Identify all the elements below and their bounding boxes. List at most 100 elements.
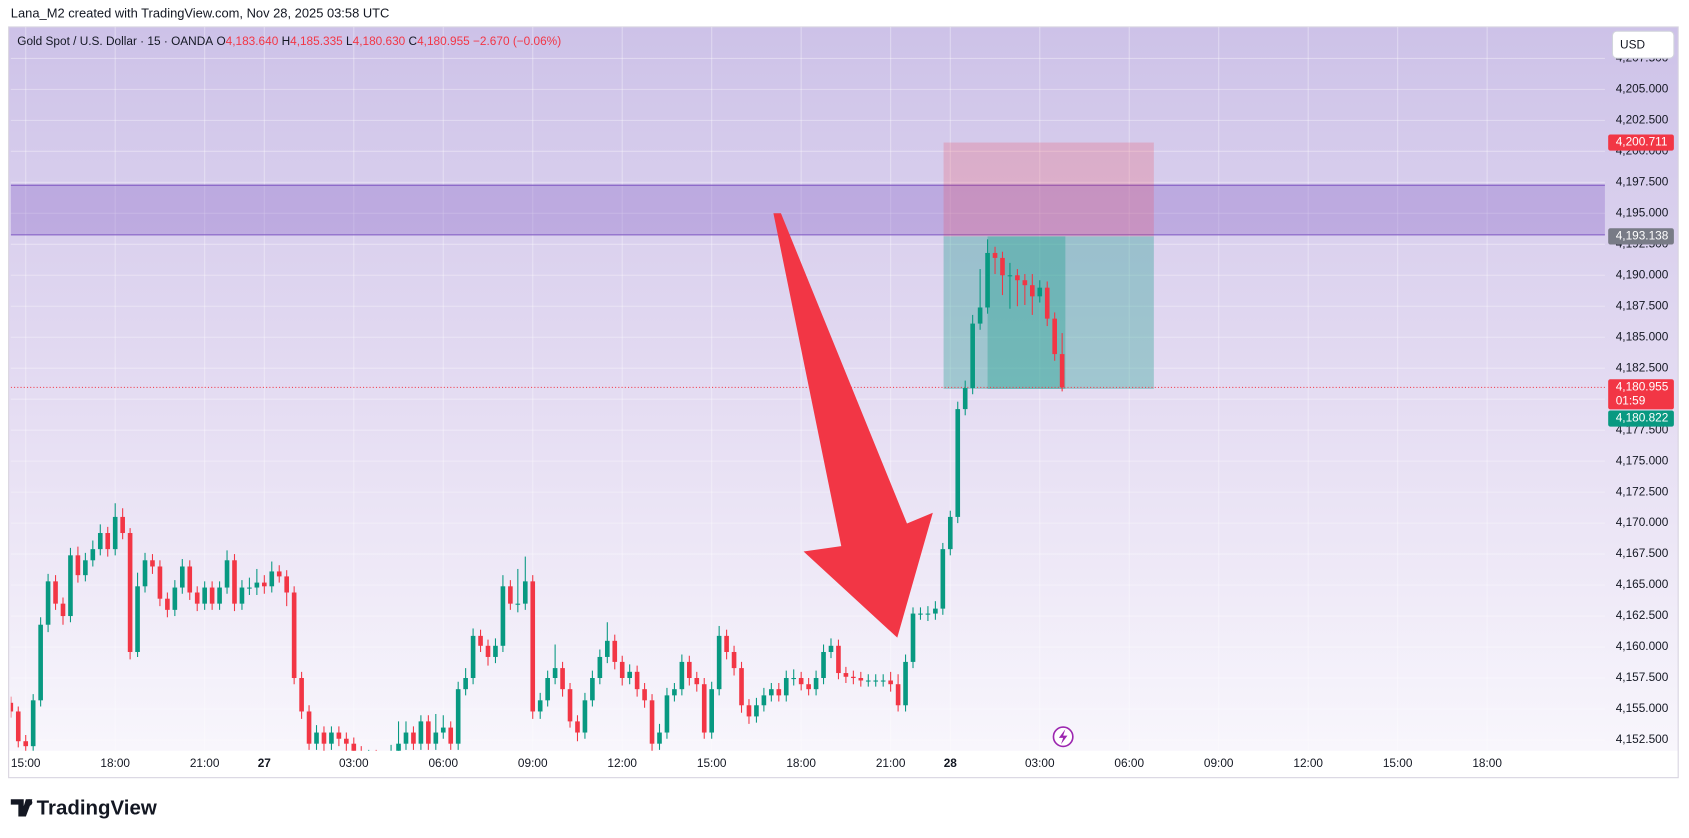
candle-body bbox=[843, 673, 849, 677]
open-value: 4,183.640 bbox=[226, 34, 279, 48]
candle-body bbox=[955, 409, 961, 517]
candle-body bbox=[552, 668, 558, 679]
candle-body bbox=[485, 645, 491, 657]
y-tick-label: 4,197.500 bbox=[1616, 174, 1669, 188]
candle-body bbox=[858, 678, 864, 681]
candle-body bbox=[440, 727, 446, 733]
candle-body bbox=[940, 549, 946, 609]
candle-body bbox=[232, 560, 237, 604]
candle-body bbox=[276, 571, 282, 577]
x-tick-label: 18:00 bbox=[100, 756, 130, 770]
x-tick-label: 12:00 bbox=[607, 756, 637, 770]
candle-body bbox=[567, 689, 573, 722]
candle-body bbox=[754, 705, 759, 717]
candle-body bbox=[1037, 287, 1043, 297]
candle-body bbox=[925, 613, 931, 615]
candle-body bbox=[604, 640, 610, 657]
price-badge-label: 4,200.711 bbox=[1616, 135, 1668, 149]
currency-button[interactable] bbox=[1611, 30, 1675, 59]
candle-body bbox=[1000, 257, 1005, 276]
candle-body bbox=[1044, 287, 1050, 319]
candle-body bbox=[739, 668, 744, 706]
y-tick-label: 4,172.500 bbox=[1616, 484, 1669, 498]
candle-body bbox=[254, 582, 260, 588]
candle-body bbox=[1052, 318, 1057, 355]
candle-body bbox=[1029, 285, 1035, 297]
candle-body bbox=[448, 727, 454, 744]
x-tick-label: 27 bbox=[258, 756, 272, 770]
candle-body bbox=[135, 586, 140, 652]
candle-body bbox=[664, 695, 670, 733]
candle-body bbox=[1022, 280, 1028, 286]
x-tick-label: 15:00 bbox=[697, 756, 727, 770]
y-tick-label: 4,195.000 bbox=[1616, 205, 1669, 219]
candle-body bbox=[933, 608, 938, 614]
logo: TradingView bbox=[10, 796, 157, 819]
candle-body bbox=[627, 671, 632, 679]
candle-body bbox=[68, 555, 73, 617]
x-tick-label: 06:00 bbox=[1114, 756, 1144, 770]
low-label: L bbox=[346, 34, 353, 48]
candle-body bbox=[157, 566, 163, 599]
candle-body bbox=[202, 587, 207, 604]
y-tick-label: 4,157.500 bbox=[1616, 670, 1669, 684]
candle-body bbox=[10, 702, 14, 712]
candle-body bbox=[947, 516, 953, 550]
credit: Lana_M2 created with TradingView.com, No… bbox=[11, 5, 390, 20]
currency: USD bbox=[1620, 37, 1645, 51]
candle-body bbox=[30, 700, 36, 747]
candle-body bbox=[45, 581, 51, 625]
candle-body bbox=[560, 668, 565, 690]
candle-body bbox=[112, 516, 118, 550]
candle-body bbox=[269, 571, 275, 587]
candle-body bbox=[977, 307, 983, 324]
candle-body bbox=[411, 732, 416, 744]
candle-body bbox=[522, 581, 528, 604]
stop-area bbox=[943, 142, 1154, 237]
candle-body bbox=[165, 598, 170, 610]
x-tick-label: 03:00 bbox=[1025, 756, 1055, 770]
candle-body bbox=[127, 533, 133, 652]
candle-body bbox=[836, 645, 841, 674]
candle-body bbox=[493, 645, 498, 657]
candle-body bbox=[545, 678, 550, 701]
candle-body bbox=[23, 741, 29, 747]
candle-body bbox=[403, 732, 409, 744]
y-tick-label: 4,187.500 bbox=[1616, 298, 1669, 312]
candle-body bbox=[291, 592, 297, 679]
candle-body bbox=[500, 586, 506, 646]
candle-body bbox=[530, 581, 536, 712]
lightning-icon bbox=[1052, 726, 1074, 748]
candle-body bbox=[120, 516, 125, 534]
candle-body bbox=[209, 587, 215, 604]
candle-body bbox=[694, 678, 700, 685]
countdown: 01:59 bbox=[1616, 393, 1646, 407]
candle-body bbox=[187, 566, 193, 593]
y-tick-label: 4,152.500 bbox=[1616, 732, 1669, 746]
y-tick-label: 4,185.000 bbox=[1616, 329, 1669, 343]
y-tick-label: 4,162.500 bbox=[1616, 608, 1669, 622]
candle-body bbox=[888, 680, 893, 685]
candle-body bbox=[798, 678, 804, 685]
x-tick-label: 28 bbox=[944, 756, 958, 770]
candle-body bbox=[426, 721, 431, 744]
price-badge-label: 4,180.822 bbox=[1616, 411, 1669, 425]
candle-body bbox=[970, 323, 975, 389]
high-label: H bbox=[282, 34, 291, 48]
candle-body bbox=[783, 678, 789, 696]
open-label: O bbox=[216, 34, 225, 48]
y-tick-label: 4,190.000 bbox=[1616, 267, 1669, 281]
candle-body bbox=[597, 656, 603, 679]
candle-body bbox=[590, 678, 595, 701]
candle-body bbox=[105, 533, 111, 550]
candle-body bbox=[895, 684, 901, 706]
candle-body bbox=[873, 680, 879, 682]
candle-body bbox=[1007, 275, 1013, 277]
candle-body bbox=[1015, 275, 1020, 281]
y-tick-label: 4,155.000 bbox=[1616, 701, 1669, 715]
candle-body bbox=[776, 689, 782, 696]
candle-body bbox=[97, 533, 103, 550]
candle-body bbox=[716, 635, 722, 690]
candle-body bbox=[992, 252, 998, 258]
candle-body bbox=[306, 711, 312, 744]
